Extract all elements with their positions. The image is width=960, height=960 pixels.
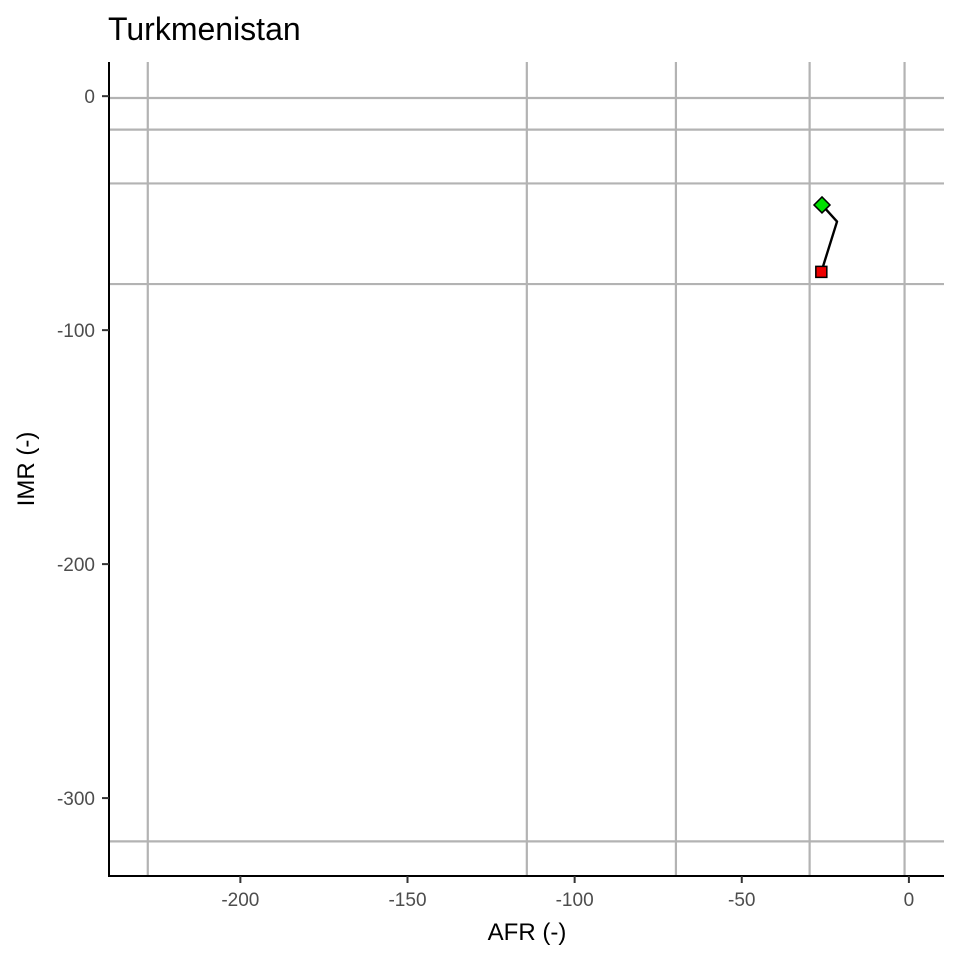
y-tick-label: -100 [57, 321, 95, 342]
end-marker [815, 265, 828, 279]
chart-title: Turkmenistan [108, 11, 301, 47]
x-axis-ticks: -200 -150 -100 -50 0 [221, 876, 914, 911]
markers-layer [812, 195, 832, 279]
series-layer [820, 204, 839, 273]
y-tick-label: -200 [57, 555, 95, 576]
reference-lines [109, 62, 944, 876]
start-marker [812, 195, 832, 215]
x-axis-title: AFR (-) [488, 919, 567, 946]
x-tick-label: -100 [556, 890, 594, 911]
y-tick-label: 0 [84, 87, 95, 108]
x-tick-label: -200 [221, 890, 259, 911]
x-tick-label: -150 [388, 890, 426, 911]
trajectory-line [820, 204, 839, 273]
x-tick-label: -50 [728, 890, 755, 911]
y-axis-title: IMR (-) [13, 432, 40, 507]
x-tick-label: 0 [904, 890, 915, 911]
y-axis-ticks: 0 -100 -200 -300 [57, 87, 109, 810]
y-tick-label: -300 [57, 789, 95, 810]
